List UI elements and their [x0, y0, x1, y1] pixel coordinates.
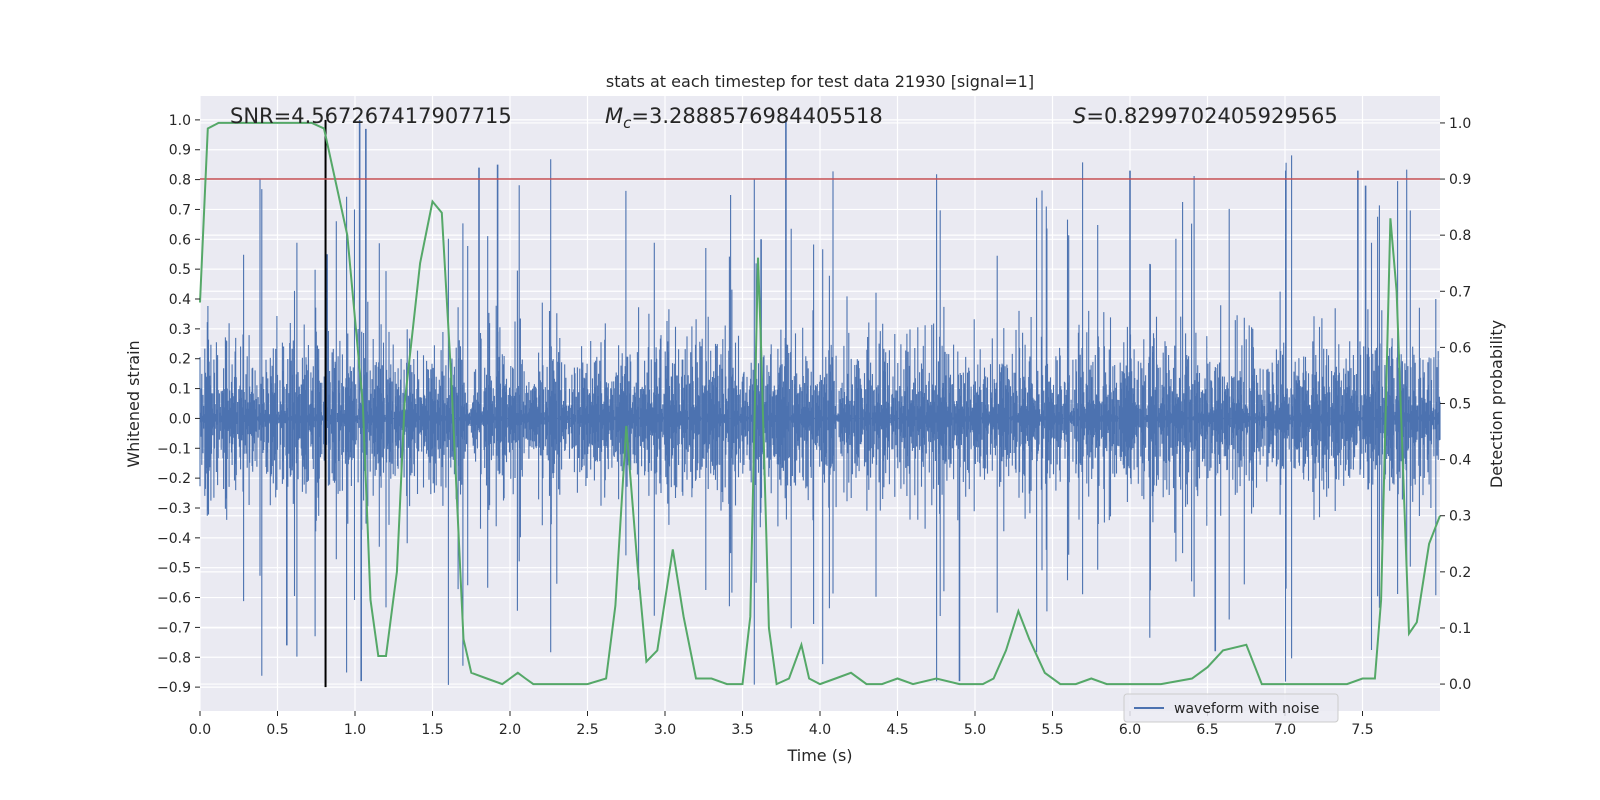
y-tick-label-3: 0.7: [169, 202, 191, 218]
y-axis-label: Whitened strain: [124, 340, 143, 467]
y-tick-label-12: −0.2: [157, 471, 191, 487]
y-tick-label-7: 0.3: [169, 322, 191, 338]
y2-tick-label-7: 0.3: [1449, 509, 1471, 525]
waveform-series: [199, 119, 1441, 685]
legend: waveform with noise: [1123, 693, 1339, 723]
x-tick-label-5: 2.5: [576, 722, 598, 738]
mc-annotation: Mc=3.2888576984405518: [605, 104, 883, 132]
x-tick-label-0: 0.0: [189, 722, 211, 738]
x-tick-label-4: 2.0: [499, 722, 521, 738]
s-value: =0.8299702405929565: [1086, 104, 1337, 128]
y2-tick-label-4: 0.6: [1449, 340, 1471, 356]
x-tick-label-2: 1.0: [344, 722, 366, 738]
y-tick-label-9: 0.1: [169, 382, 191, 398]
y2-axis-label: Detection probability: [1487, 320, 1506, 488]
x-tick-label-6: 3.0: [654, 722, 676, 738]
x-axis-label: Time (s): [786, 746, 852, 765]
y-tick-label-1: 0.9: [169, 143, 191, 159]
y-tick-label-10: 0.0: [169, 411, 191, 427]
y-tick-label-2: 0.8: [169, 173, 191, 189]
y-tick-label-16: −0.6: [157, 591, 191, 607]
y-tick-label-4: 0.6: [169, 232, 191, 248]
x-tick-label-13: 6.5: [1196, 722, 1218, 738]
x-tick-label-15: 7.5: [1351, 722, 1373, 738]
x-tick-label-1: 0.5: [266, 722, 288, 738]
y-tick-label-17: −0.7: [157, 620, 191, 636]
detection-probability-line: [199, 121, 1441, 686]
y-tick-label-14: −0.4: [157, 531, 191, 547]
y2-tick-label-9: 0.1: [1449, 621, 1471, 637]
mc-value: =3.2888576984405518: [631, 104, 882, 128]
y2-tick-label-10: 0.0: [1449, 677, 1471, 693]
s-annotation: S=0.8299702405929565: [1073, 104, 1338, 128]
waveform-path: [199, 155, 1441, 685]
x-tick-label-3: 1.5: [421, 722, 443, 738]
x-tick-label-11: 5.5: [1041, 722, 1063, 738]
snr-annotation: SNR=4.567267417907715: [230, 104, 512, 128]
mc-subscript: c: [623, 114, 632, 132]
legend-label: waveform with noise: [1174, 701, 1319, 717]
y2-tick-label-2: 0.8: [1449, 228, 1471, 244]
x-tick-label-8: 4.0: [809, 722, 831, 738]
mc-symbol: M: [605, 104, 623, 128]
x-tick-label-9: 4.5: [886, 722, 908, 738]
y-tick-label-8: 0.2: [169, 352, 191, 368]
s-symbol: S: [1073, 104, 1086, 128]
y-tick-label-11: −0.1: [157, 441, 191, 457]
x-axis-ticks: 0.0 0.5 1.0 1.5 2.0 2.5 3.0 3.5 4.0 4.5 5.0 5.5 6.0 6…: [189, 711, 1374, 738]
legend-box: [1123, 693, 1339, 723]
y2-tick-label-0: 1.0: [1449, 116, 1471, 132]
y2-tick-label-3: 0.7: [1449, 284, 1471, 300]
x-tick-label-10: 5.0: [964, 722, 986, 738]
y2-tick-label-8: 0.2: [1449, 565, 1471, 581]
y-tick-label-5: 0.5: [169, 262, 191, 278]
y-tick-label-19: −0.9: [157, 680, 191, 696]
y-tick-label-15: −0.5: [157, 561, 191, 577]
x-tick-label-12: 6.0: [1119, 722, 1141, 738]
y2-tick-label-1: 0.9: [1449, 172, 1471, 188]
y2-tick-label-5: 0.5: [1449, 397, 1471, 413]
chart-title: stats at each timestep for test data 219…: [606, 72, 1034, 91]
y-tick-label-0: 1.0: [169, 113, 191, 129]
y-tick-label-13: −0.3: [157, 501, 191, 517]
x-tick-label-14: 7.0: [1274, 722, 1296, 738]
x-tick-label-7: 3.5: [731, 722, 753, 738]
y2-tick-label-6: 0.4: [1449, 453, 1471, 469]
y2-axis-ticks: 1.0 0.9 0.8 0.7 0.6 0.5 0.4 0.3 0.2 0.1 0.0: [1440, 116, 1471, 693]
y-axis-ticks: 1.0 0.9 0.8 0.7 0.6 0.5 0.4 0.3 0.2 0.1 0.0 −0.1 −0.…: [157, 113, 200, 696]
y-tick-label-6: 0.4: [169, 292, 191, 308]
y-tick-label-18: −0.8: [157, 650, 191, 666]
